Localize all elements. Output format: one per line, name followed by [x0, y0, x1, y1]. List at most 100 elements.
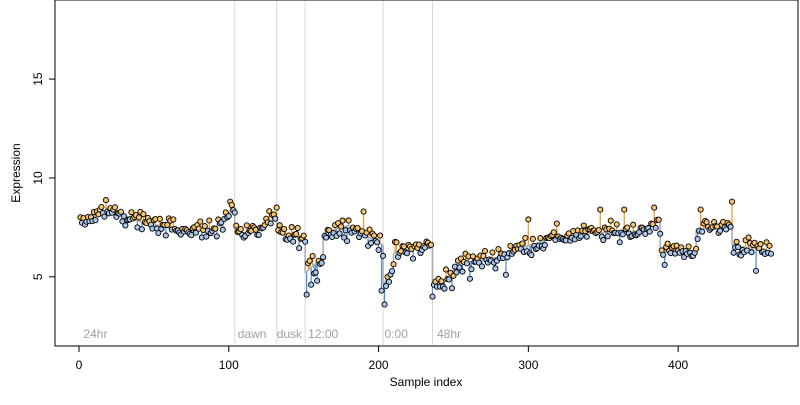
- data-point: [600, 236, 607, 244]
- data-point: [383, 282, 390, 290]
- data-point: [748, 249, 755, 256]
- y-tick-label: 15: [31, 72, 45, 86]
- data-point: [366, 226, 373, 233]
- data-point: [445, 276, 453, 283]
- y-axis: 5 10 15: [31, 72, 55, 280]
- data-point: [427, 241, 435, 248]
- data-point: [272, 215, 279, 222]
- data-point: [323, 234, 330, 241]
- data-point: [212, 225, 219, 232]
- data-point: [290, 238, 297, 245]
- data-point: [550, 229, 557, 236]
- data-point: [745, 234, 752, 241]
- data-point: [553, 220, 560, 227]
- data-point: [155, 229, 162, 237]
- data-point: [646, 228, 653, 235]
- data-point: [529, 235, 536, 242]
- data-point: [213, 233, 220, 240]
- data-point: [528, 251, 535, 259]
- data-point: [111, 204, 118, 211]
- data-point: [122, 222, 129, 229]
- data-point: [409, 255, 417, 262]
- data-point: [344, 238, 351, 245]
- data-point: [541, 242, 548, 249]
- data-point: [92, 217, 99, 224]
- data-point: [102, 197, 109, 204]
- data-point: [757, 241, 764, 248]
- data-point: [243, 222, 250, 229]
- data-point: [657, 230, 664, 237]
- data-point: [314, 277, 321, 284]
- data-point: [390, 261, 397, 268]
- annotation-label: 24hr: [83, 327, 107, 341]
- data-point: [300, 232, 307, 239]
- data-point: [318, 259, 325, 267]
- data-point: [156, 215, 163, 222]
- data-point: [225, 212, 232, 220]
- data-point: [519, 240, 526, 247]
- x-tick-label: 300: [518, 358, 538, 372]
- data-point: [345, 217, 352, 224]
- annotation-label: dusk: [277, 327, 303, 341]
- data-point: [456, 264, 463, 271]
- data-point: [371, 232, 378, 239]
- data-point: [502, 271, 509, 278]
- data-point: [481, 247, 488, 255]
- data-point: [616, 239, 623, 246]
- data-point: [655, 216, 662, 223]
- data-point: [694, 235, 701, 242]
- data-point: [203, 233, 210, 240]
- annotation-label: 12:00: [308, 327, 338, 341]
- data-point: [463, 260, 470, 267]
- annotation-label: 48hr: [437, 327, 461, 341]
- x-tick-label: 200: [369, 358, 389, 372]
- data-point: [237, 226, 244, 233]
- data-point: [685, 243, 692, 250]
- data-point: [525, 216, 532, 223]
- data-point: [619, 231, 626, 238]
- data-point: [281, 225, 288, 233]
- data-point: [660, 251, 667, 258]
- data-point: [607, 217, 614, 224]
- data-point: [374, 239, 381, 246]
- annotation-label: dawn: [238, 327, 267, 341]
- data-point: [597, 206, 604, 213]
- data-point: [766, 242, 773, 249]
- data-point: [630, 221, 637, 228]
- data-point: [293, 230, 300, 238]
- dividers: [234, 1, 433, 345]
- data-point: [664, 240, 671, 247]
- data-point: [296, 245, 303, 252]
- data-point: [492, 265, 499, 272]
- data-point: [717, 227, 724, 234]
- data-point: [735, 244, 742, 251]
- data-point: [308, 281, 315, 288]
- data-point: [339, 217, 346, 224]
- data-point: [448, 285, 456, 292]
- data-point: [312, 269, 319, 276]
- data-point: [375, 246, 382, 254]
- data-point: [206, 217, 213, 224]
- data-point: [117, 208, 124, 215]
- data-point: [380, 252, 387, 259]
- data-point: [201, 223, 208, 230]
- data-point: [386, 278, 393, 285]
- data-point: [188, 232, 195, 239]
- data-point: [727, 223, 734, 230]
- data-point: [753, 267, 760, 274]
- data-point: [228, 201, 235, 208]
- data-point: [624, 224, 631, 231]
- data-point: [613, 221, 620, 228]
- data-point: [577, 233, 584, 240]
- data-point: [276, 222, 283, 229]
- data-point: [651, 204, 658, 211]
- data-point: [478, 263, 485, 270]
- data-point: [495, 246, 502, 253]
- data-point: [273, 204, 280, 211]
- data-point: [231, 209, 238, 216]
- data-point: [288, 224, 295, 231]
- data-point: [403, 250, 411, 257]
- data-point: [381, 301, 388, 308]
- data-point: [336, 230, 343, 237]
